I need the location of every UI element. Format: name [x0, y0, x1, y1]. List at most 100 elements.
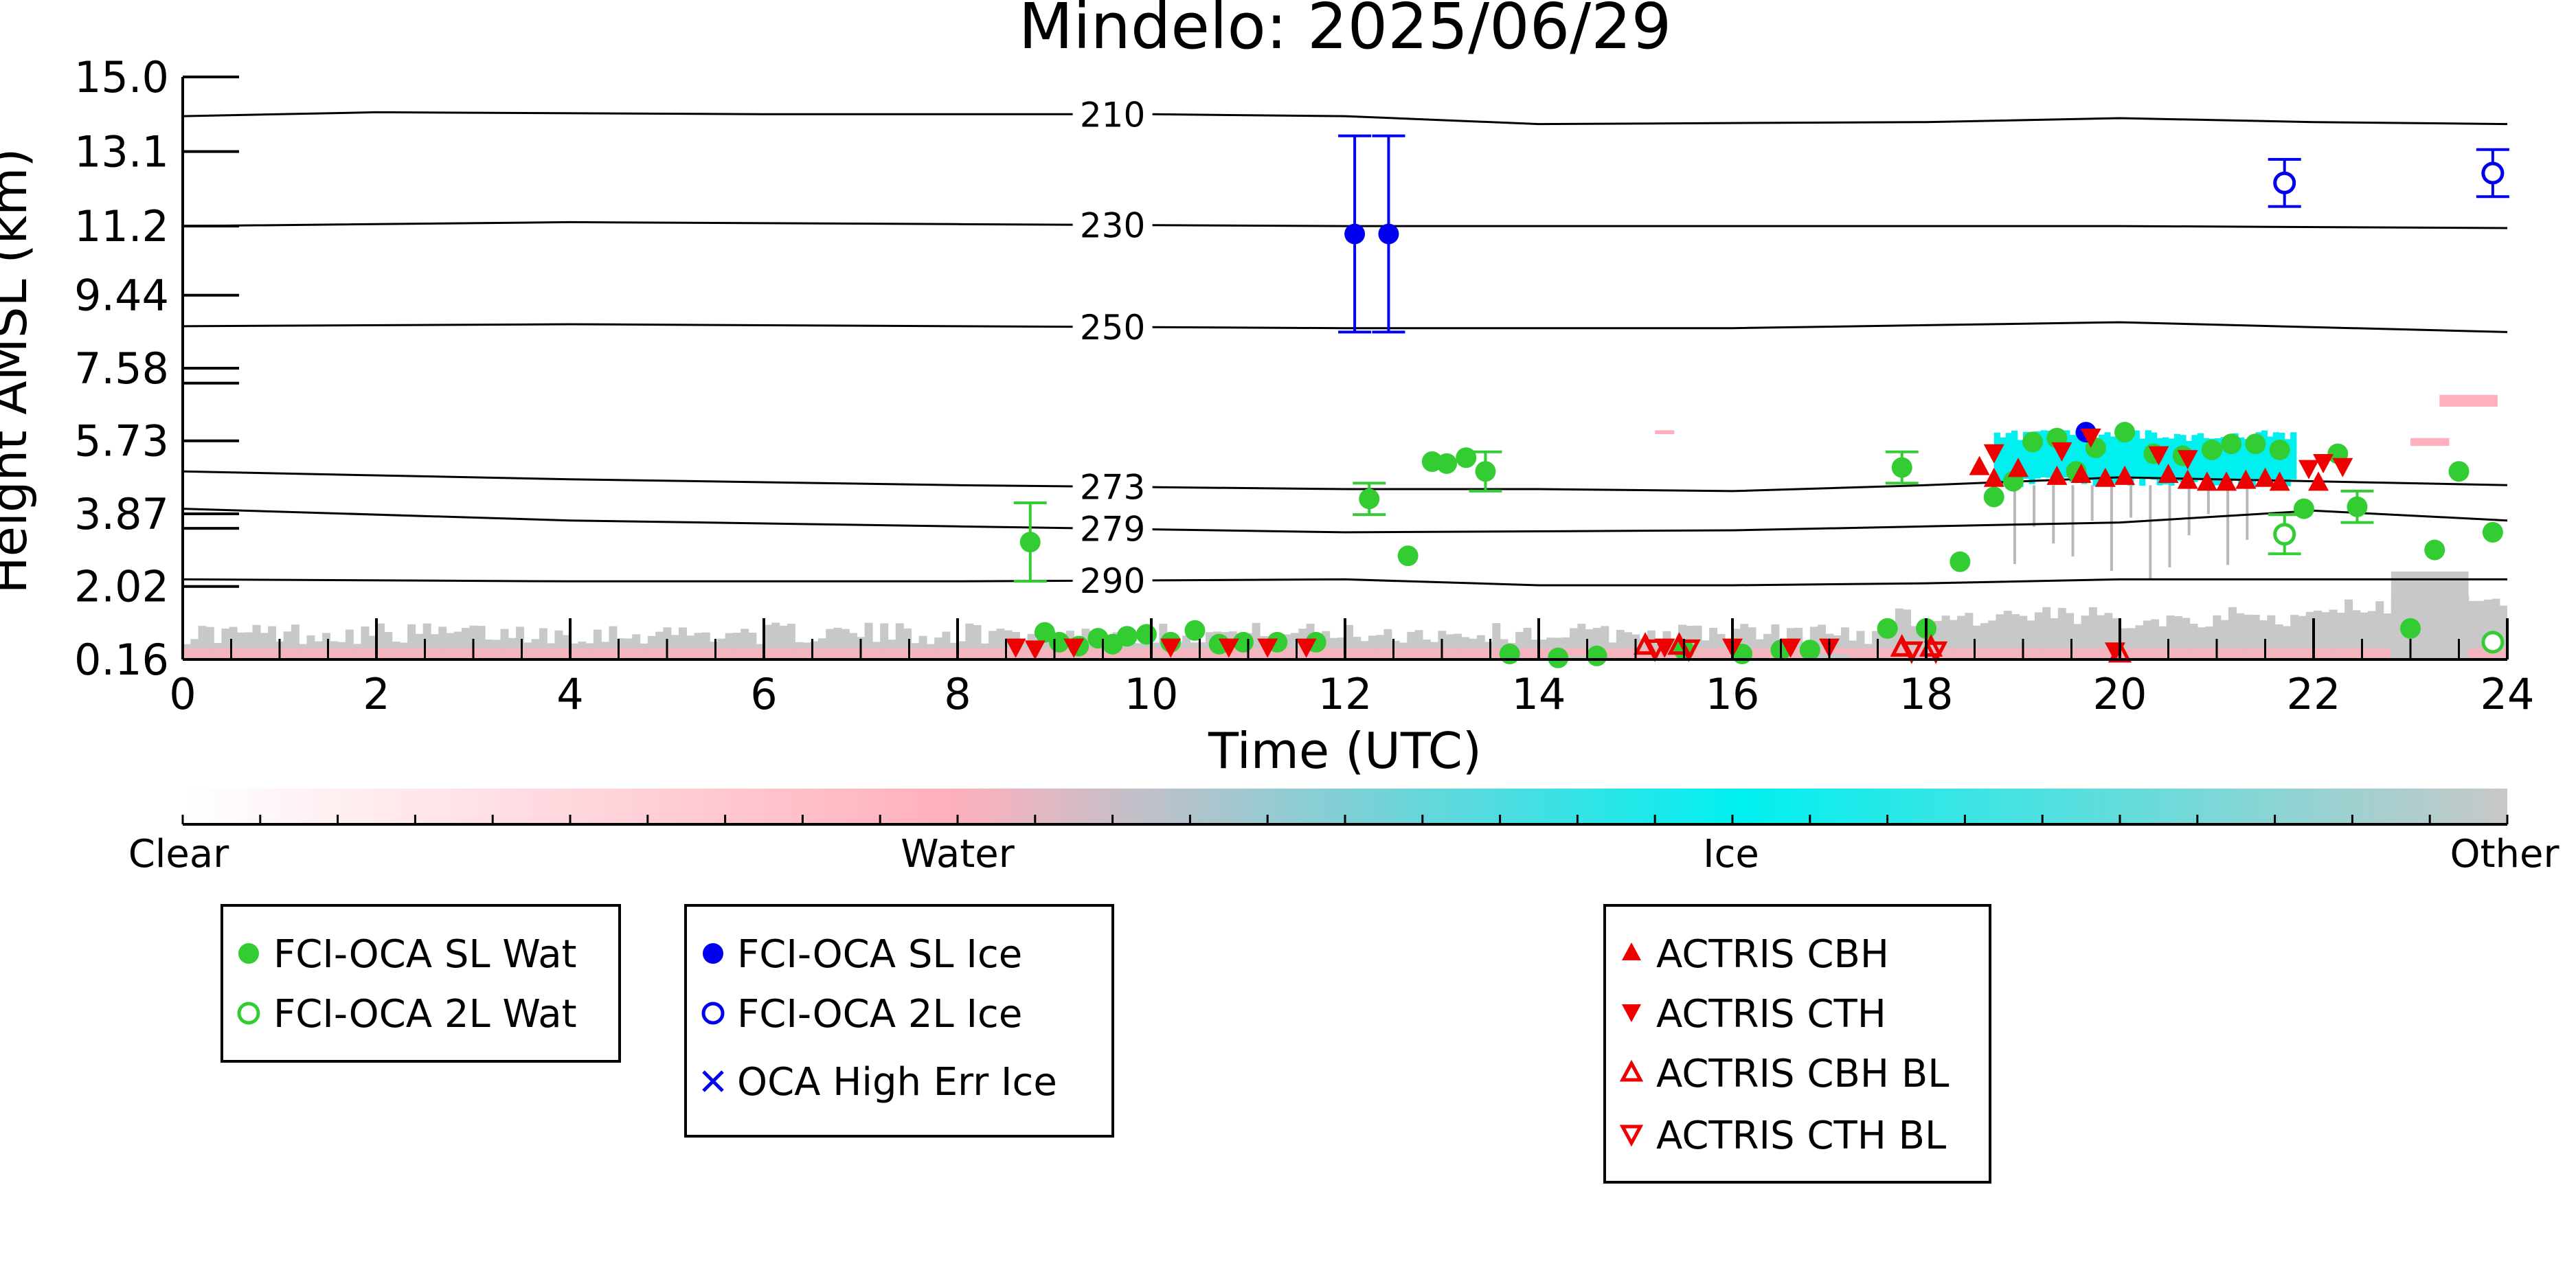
data-point: [1005, 638, 1026, 658]
background-grey-strip: [1988, 620, 1997, 659]
data-point: [2308, 471, 2329, 491]
background-grey-strip: [2244, 614, 2252, 659]
background-grey-strip: [2135, 625, 2144, 659]
background-virga-streak: [2246, 485, 2249, 540]
y-tick-label: 5.73: [74, 416, 169, 466]
background-grey-strip: [686, 635, 695, 659]
legend-actris-box: [1603, 904, 1991, 1184]
background-water-strip: [1461, 648, 1491, 659]
colorbar-label-clear: Clear: [128, 832, 229, 877]
background-grey-strip: [1840, 627, 1849, 659]
background-water-strip: [1432, 648, 1462, 659]
background-ice-strip: [2238, 437, 2245, 485]
legend-label-cbh: ACTRIS CBH: [1656, 932, 1889, 977]
background-grey-strip: [2329, 609, 2338, 659]
background-water-strip: [1868, 648, 1897, 659]
background-grey-strip: [221, 629, 230, 659]
background-water-strip: [328, 648, 357, 659]
background-grey-strip: [2352, 610, 2361, 659]
background-water-strip: [2303, 648, 2334, 659]
background-grey-strip: [849, 633, 858, 659]
background-grey-strip: [748, 632, 757, 659]
background-grey-strip: [415, 633, 424, 659]
background-grey-strip: [973, 624, 982, 659]
background-water-strip: [1141, 648, 1171, 659]
background-water-strip: [618, 648, 648, 659]
background-grey-strip: [1345, 624, 1353, 659]
background-grey-strip: [2026, 620, 2035, 659]
background-grey-strip: [988, 631, 997, 659]
background-water-strip: [473, 648, 503, 659]
contour-line-250: [183, 321, 2507, 333]
background-ice-strip: [2220, 437, 2227, 484]
data-point: [1063, 638, 1085, 658]
background-grey-strip: [198, 626, 207, 659]
x-tick-label: 18: [1899, 669, 1954, 719]
legend-label-cbh-bl: ACTRIS CBH BL: [1656, 1052, 1949, 1096]
background-grey-strip: [422, 623, 431, 659]
data-point: [2245, 433, 2266, 455]
background-grey-strip: [2112, 618, 2121, 659]
background-grey-strip: [2499, 605, 2507, 659]
data-point: [2235, 469, 2257, 489]
x-tick-label: 22: [2287, 669, 2341, 719]
background-grey-strip: [1414, 630, 1423, 659]
background-grey-strip: [516, 626, 525, 659]
data-point: [2332, 457, 2353, 477]
background-grey-strip: [764, 624, 772, 659]
background-grey-strip: [655, 631, 664, 659]
background-grey-strip: [841, 629, 850, 659]
background-grey-strip: [2468, 600, 2477, 659]
data-point: [1877, 618, 1898, 639]
background-grey-strip: [562, 635, 571, 659]
data-point: [1019, 532, 1041, 553]
x-ticks: 0 2 4 6 8 10 12 14 16 18 20 22 24: [169, 618, 2534, 719]
cloud-classification-background: [183, 394, 2507, 659]
background-grey-strip: [1624, 632, 1633, 659]
contour-label-bg-273: [1072, 468, 1153, 505]
background-water-strip: [2158, 648, 2188, 659]
background-water-strip: [705, 648, 735, 659]
colorbar-label-other: Other: [2450, 832, 2560, 877]
background-grey-strip: [741, 629, 749, 659]
background-grey-strip: [446, 633, 455, 659]
data-point: [2046, 465, 2068, 485]
x-axis-label: Time (UTC): [1208, 722, 1482, 780]
background-grey-strip: [1748, 627, 1756, 659]
background-ice-strip: [2081, 437, 2088, 484]
data-point: [2177, 450, 2198, 470]
background-grey-strip: [1182, 635, 1191, 659]
background-ice-strip: [2162, 437, 2169, 485]
background-grey-strip: [1934, 620, 1943, 659]
data-point: [2196, 471, 2217, 491]
background-water-strip: [2042, 648, 2072, 659]
background-grey-strip: [2314, 610, 2322, 659]
background-water-strip: [444, 648, 473, 659]
background-water-strip: [386, 648, 416, 659]
data-point: [1257, 638, 1278, 658]
background-virga-streak: [2129, 485, 2133, 518]
legend-water: FCI-OCA SL Wat FCI-OCA 2L Wat: [221, 904, 621, 1063]
data-point: [2481, 161, 2505, 185]
background-grey-strip: [2345, 599, 2353, 659]
background-grey-strip: [1949, 620, 1958, 659]
data-point: [1950, 551, 1971, 572]
legend-label-2l-ice: FCI-OCA 2L Ice: [737, 992, 1022, 1037]
background-water-strip: [764, 648, 793, 659]
x-tick-label: 4: [556, 669, 583, 719]
data-point: [2273, 523, 2296, 546]
background-grey-strip: [2220, 620, 2229, 659]
data-point: [1359, 488, 1380, 510]
data-point: [1983, 444, 2004, 464]
legend-water-box: [221, 904, 621, 1063]
background-grey-strip: [2259, 620, 2268, 659]
background-grey-strip: [609, 626, 618, 659]
background-ice-strip: [2075, 431, 2082, 478]
background-grey-strip: [1476, 635, 1485, 659]
data-point: [1024, 640, 1046, 660]
background-grey-strip: [291, 624, 300, 659]
background-water-strip: [2478, 648, 2507, 659]
background-ice-strip: [2029, 437, 2035, 484]
background-grey-strip: [1601, 626, 1609, 659]
background-water-strip: [2246, 648, 2275, 659]
